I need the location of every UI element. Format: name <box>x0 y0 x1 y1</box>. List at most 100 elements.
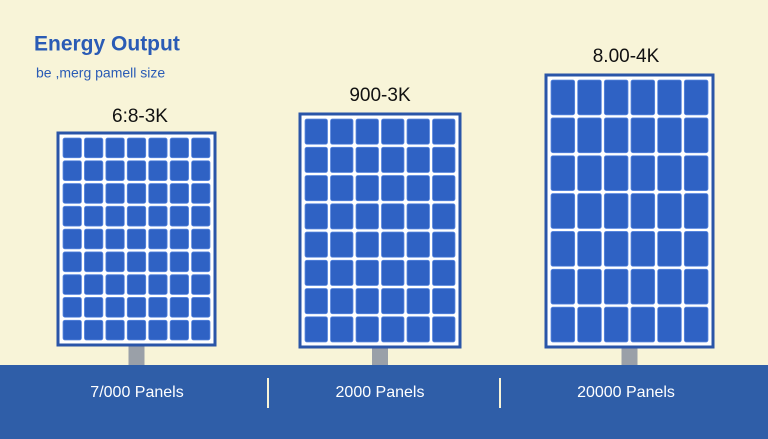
panel-cell <box>630 193 656 229</box>
panel-cell <box>657 231 682 267</box>
panel-cell <box>381 203 405 230</box>
panel-cell <box>406 118 430 145</box>
panel-post <box>621 347 638 365</box>
panel-cell <box>84 137 104 159</box>
panel-cell <box>105 251 125 273</box>
panel-cell <box>330 118 354 145</box>
panel-cell <box>304 146 328 173</box>
panel-label: 8.00-4K <box>593 46 660 67</box>
panel-cell <box>432 231 456 258</box>
panel-cell <box>62 319 82 341</box>
panel-cell <box>603 193 629 229</box>
panel-cell <box>62 205 82 227</box>
panel-cell <box>304 259 328 286</box>
panel-cell <box>126 251 147 273</box>
panel-cell <box>630 79 656 116</box>
panel-cell <box>191 160 211 181</box>
panel-cell <box>62 274 82 295</box>
panel-cell <box>683 79 709 116</box>
panel-cell <box>105 228 125 250</box>
panel-cell <box>381 288 405 315</box>
panel-cell <box>169 137 189 159</box>
panel-cell <box>191 183 211 204</box>
panel-caption: 7/000 Panels <box>90 384 183 401</box>
panel-cell <box>550 193 576 229</box>
panel-cell <box>406 146 430 173</box>
panel-cell <box>169 251 189 273</box>
panel-label: 900-3K <box>349 85 411 106</box>
panel-cell <box>62 160 82 181</box>
panel-cell <box>355 118 379 145</box>
panel-cell <box>550 117 576 154</box>
panel-cell <box>406 231 430 258</box>
panel-cell <box>191 205 211 227</box>
panel-cell <box>126 160 147 181</box>
panel-cell <box>304 203 328 230</box>
panel-cell <box>432 288 456 315</box>
panel-cell <box>84 205 104 227</box>
panel-cell <box>683 117 709 154</box>
panel-cell <box>126 297 147 318</box>
panel-post <box>128 345 145 365</box>
panel-cell <box>191 137 211 159</box>
panel-cell <box>355 231 379 258</box>
panel-cell <box>577 268 602 305</box>
panel-cell <box>169 274 189 295</box>
panel-cell <box>148 274 168 295</box>
panel-cell <box>657 79 682 116</box>
panel-cell <box>84 251 104 273</box>
panel-cell <box>148 251 168 273</box>
panel-cell <box>304 316 328 343</box>
panel-cell <box>304 288 328 315</box>
panel-cell <box>84 228 104 250</box>
panel-cell <box>603 79 629 116</box>
panel-label: 6:8-3K <box>112 106 168 127</box>
panel-cell <box>191 228 211 250</box>
panel-cell <box>683 268 709 305</box>
panel-cell <box>550 79 576 116</box>
panel-cell <box>330 231 354 258</box>
panel-cell <box>406 203 430 230</box>
panel-cell <box>683 306 709 343</box>
panel-cell <box>105 205 125 227</box>
panel-cell <box>169 160 189 181</box>
panel-cell <box>603 155 629 191</box>
panel-cell <box>355 203 379 230</box>
panel-cell <box>381 175 405 202</box>
panel-cell <box>126 228 147 250</box>
panel-cell <box>304 231 328 258</box>
panel-cell <box>169 228 189 250</box>
panel-cell <box>169 183 189 204</box>
panel-cell <box>432 203 456 230</box>
panel-cell <box>62 183 82 204</box>
panel-cell <box>148 297 168 318</box>
panel-cell <box>550 155 576 191</box>
panel-cell <box>191 251 211 273</box>
panel-cell <box>191 297 211 318</box>
panel-cell <box>330 203 354 230</box>
panel-cell <box>355 175 379 202</box>
panel-cell <box>683 231 709 267</box>
panel-cell <box>381 146 405 173</box>
panel-cell <box>550 231 576 267</box>
panel-cell <box>657 193 682 229</box>
panel-cell <box>304 175 328 202</box>
panel-cell <box>432 118 456 145</box>
panel-cell <box>330 259 354 286</box>
panel-cell <box>630 231 656 267</box>
panel-cell <box>603 268 629 305</box>
panel-cell <box>191 319 211 341</box>
panel-cell <box>126 274 147 295</box>
panel-cell <box>62 137 82 159</box>
panel-cell <box>432 146 456 173</box>
panel-cell <box>105 297 125 318</box>
panel-cell <box>406 175 430 202</box>
footer-band <box>0 365 768 439</box>
panel-cell <box>550 306 576 343</box>
panel-post <box>372 347 388 365</box>
panel-cell <box>330 146 354 173</box>
panel-cell <box>381 259 405 286</box>
panel-cell <box>169 297 189 318</box>
panel-cell <box>603 306 629 343</box>
